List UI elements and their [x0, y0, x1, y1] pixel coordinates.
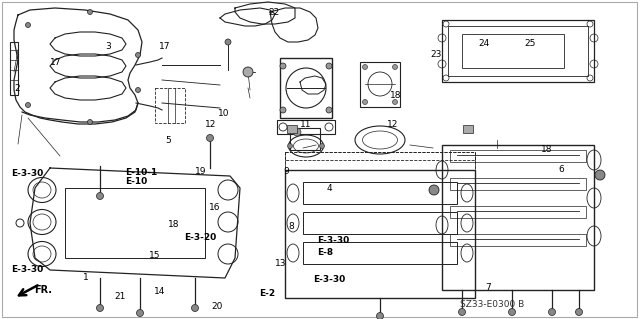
Text: 12: 12 — [205, 120, 216, 129]
Text: 11: 11 — [300, 120, 311, 129]
Circle shape — [191, 305, 198, 311]
Bar — [277, 120, 335, 134]
Text: 14: 14 — [154, 287, 165, 296]
Text: E-3-20: E-3-20 — [184, 233, 216, 242]
Bar — [450, 178, 586, 190]
Circle shape — [136, 87, 141, 93]
Text: E-3-30: E-3-30 — [317, 236, 349, 245]
Circle shape — [88, 10, 93, 14]
Text: 18: 18 — [541, 145, 552, 154]
Text: 10: 10 — [218, 109, 229, 118]
Bar — [303, 212, 457, 234]
Text: 22: 22 — [269, 8, 280, 17]
Text: E-2: E-2 — [259, 289, 275, 298]
Circle shape — [97, 305, 104, 311]
Bar — [285, 152, 475, 160]
Text: 18: 18 — [168, 220, 180, 229]
Circle shape — [293, 128, 301, 136]
Circle shape — [287, 144, 292, 149]
Text: 2: 2 — [15, 84, 20, 93]
Text: 6: 6 — [559, 165, 564, 174]
Bar — [462, 34, 564, 68]
Text: 23: 23 — [430, 50, 442, 59]
Bar — [442, 145, 594, 290]
Circle shape — [136, 53, 141, 57]
Text: 1: 1 — [83, 273, 89, 282]
Text: 25: 25 — [525, 39, 536, 48]
Bar — [360, 62, 400, 107]
Text: E-3-30: E-3-30 — [12, 265, 44, 274]
Text: 12: 12 — [387, 120, 399, 129]
Text: 13: 13 — [275, 259, 287, 268]
Circle shape — [509, 308, 515, 315]
Text: 15: 15 — [148, 251, 160, 260]
Circle shape — [97, 192, 104, 199]
Text: 20: 20 — [211, 302, 223, 311]
Text: 5: 5 — [165, 136, 171, 145]
Bar — [463, 125, 473, 133]
Circle shape — [136, 309, 143, 316]
Text: E-3-30: E-3-30 — [314, 275, 346, 284]
Circle shape — [225, 39, 231, 45]
Bar — [450, 150, 586, 162]
Text: 17: 17 — [50, 58, 61, 67]
Text: E-10-1: E-10-1 — [125, 168, 157, 177]
Circle shape — [326, 63, 332, 69]
Text: 9: 9 — [284, 167, 289, 176]
Circle shape — [575, 308, 582, 315]
Text: 17: 17 — [159, 42, 170, 51]
Circle shape — [280, 107, 286, 113]
Circle shape — [362, 64, 367, 70]
Text: E-10: E-10 — [125, 177, 147, 186]
Bar — [303, 182, 457, 204]
Circle shape — [595, 170, 605, 180]
Bar — [287, 125, 297, 133]
Text: 18: 18 — [390, 91, 402, 100]
Circle shape — [280, 63, 286, 69]
Circle shape — [362, 100, 367, 105]
Bar — [65, 188, 205, 258]
Circle shape — [548, 308, 556, 315]
Circle shape — [26, 23, 31, 27]
Bar — [285, 170, 475, 298]
Text: 19: 19 — [195, 167, 207, 176]
Circle shape — [319, 144, 324, 149]
Text: E-8: E-8 — [317, 248, 333, 256]
Text: 24: 24 — [479, 39, 490, 48]
Text: 3: 3 — [106, 42, 111, 51]
Circle shape — [392, 64, 397, 70]
Text: 4: 4 — [326, 184, 332, 193]
Bar — [290, 128, 320, 150]
Circle shape — [207, 135, 214, 142]
Bar — [280, 58, 332, 118]
Text: 7: 7 — [485, 283, 491, 292]
Bar — [303, 242, 457, 264]
Text: 8: 8 — [288, 222, 294, 231]
Text: SZ33-E0300 B: SZ33-E0300 B — [460, 300, 524, 309]
Bar — [442, 20, 594, 82]
Circle shape — [26, 102, 31, 108]
Bar — [450, 206, 586, 218]
Circle shape — [243, 67, 253, 77]
Text: 21: 21 — [114, 292, 125, 301]
Bar — [450, 234, 586, 246]
Text: E-3-30: E-3-30 — [12, 169, 44, 178]
Circle shape — [326, 107, 332, 113]
Circle shape — [392, 100, 397, 105]
Bar — [155, 88, 185, 123]
Text: FR.: FR. — [34, 285, 52, 295]
Bar — [448, 26, 588, 76]
Circle shape — [88, 120, 93, 124]
Circle shape — [458, 308, 465, 315]
Text: 16: 16 — [209, 203, 221, 212]
Circle shape — [376, 313, 383, 319]
Circle shape — [429, 185, 439, 195]
